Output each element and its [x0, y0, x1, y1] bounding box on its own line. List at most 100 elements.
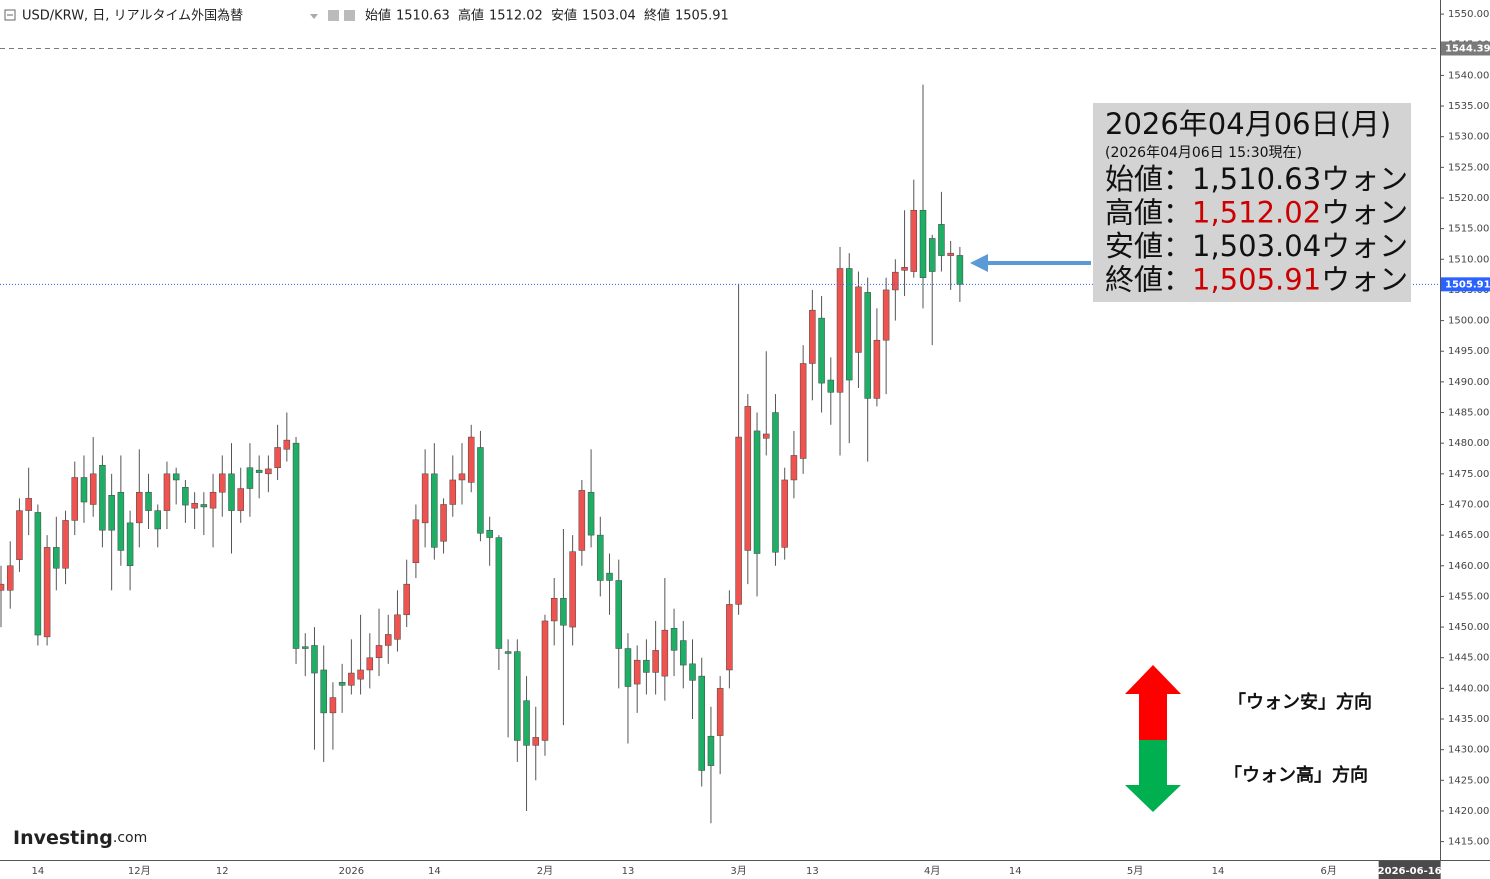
candle-body: [892, 271, 899, 291]
candle-body: [799, 363, 807, 459]
info-unit: ウォン: [1321, 162, 1408, 196]
candle-body: [514, 651, 521, 741]
info-label: 終値：: [1105, 263, 1192, 297]
candle-body: [882, 289, 890, 341]
candle-body: [772, 412, 779, 553]
candle-body: [283, 439, 291, 450]
y-tick-label: 1450.00: [1448, 622, 1489, 633]
candle-body: [845, 268, 853, 381]
x-tick-label: 13: [622, 866, 635, 877]
candle-body: [956, 255, 964, 285]
settings-icon[interactable]: [344, 10, 355, 21]
direction-legend: 「ウォン安」方向 「ウォン高」方向: [1125, 665, 1372, 812]
y-tick-label: 1415.00: [1448, 837, 1489, 848]
info-row: 安値：1,503.04ウォン: [1105, 229, 1408, 263]
info-label: 始値：: [1105, 162, 1192, 196]
candle-body: [836, 268, 844, 393]
price-label: 1505.91: [1445, 279, 1490, 290]
plot-area: [0, 47, 1440, 824]
ohlc-label: 高値: [458, 8, 484, 24]
candle-body: [255, 469, 263, 473]
candle-body: [265, 468, 272, 475]
down-arrow: [1125, 740, 1181, 812]
candle-body: [910, 209, 918, 272]
info-row: 始値：1,510.63ウォン: [1105, 162, 1408, 196]
y-tick-label: 1475.00: [1448, 469, 1489, 480]
info-row: 終値：1,505.91ウォン: [1105, 263, 1408, 297]
y-tick-label: 1425.00: [1448, 775, 1489, 786]
y-tick-label: 1445.00: [1448, 653, 1489, 664]
candle-body: [366, 657, 374, 671]
candle-body: [643, 659, 650, 673]
y-tick-label: 1550.00: [1448, 9, 1489, 20]
info-unit: ウォン: [1321, 196, 1408, 230]
cursor-date-box: [1378, 861, 1441, 879]
collapse-icon[interactable]: [4, 9, 16, 21]
candle-body: [873, 339, 881, 399]
candle-body: [329, 697, 337, 714]
candle-body: [384, 634, 392, 646]
candle-body: [440, 504, 447, 542]
candle-body: [449, 479, 457, 505]
candle-body: [182, 487, 189, 506]
candle-body: [928, 238, 936, 272]
candle-body: [292, 442, 300, 649]
logo-main: Investing: [13, 827, 113, 849]
candle-body: [763, 433, 770, 439]
logo: Investing.com: [13, 827, 147, 849]
candle-body: [375, 645, 383, 658]
candle-body: [809, 309, 816, 364]
ohlc-value: 1505.91: [675, 9, 729, 24]
x-tick-label: 5月: [1127, 865, 1143, 877]
candle-body: [550, 598, 558, 622]
candle-body: [827, 379, 835, 393]
x-tick-label: 14: [1212, 866, 1225, 877]
candle-body: [790, 455, 798, 481]
candle-body: [209, 491, 217, 509]
candle-body: [34, 512, 42, 636]
dropdown-icon[interactable]: [310, 14, 318, 19]
eye-icon[interactable]: [328, 10, 339, 21]
candle-body: [633, 659, 641, 685]
candle-body: [680, 640, 687, 666]
candle-body: [698, 675, 705, 771]
candle-body: [578, 490, 586, 551]
candle-body: [818, 317, 825, 384]
candle-body: [901, 267, 908, 271]
candle-body: [486, 529, 493, 538]
y-tick-label: 1485.00: [1448, 408, 1489, 419]
header: USD/KRW, 日, リアルタイム外国為替 始値 1510.63 高値 151…: [4, 8, 729, 24]
x-tick-label: 13: [806, 866, 819, 877]
candle-body: [421, 473, 429, 524]
y-tick-label: 1525.00: [1448, 162, 1489, 173]
candle-body: [71, 477, 79, 521]
arrow-head: [970, 254, 988, 272]
candle-body: [219, 473, 226, 493]
x-tick-label: 12月: [128, 865, 151, 877]
y-tick-label: 1465.00: [1448, 530, 1489, 541]
y-tick-label: 1500.00: [1448, 316, 1489, 327]
candle-body: [246, 467, 254, 489]
candle-body: [145, 491, 152, 511]
y-tick-label: 1530.00: [1448, 132, 1489, 143]
candle-body: [302, 646, 309, 649]
x-tick-label: 6月: [1320, 865, 1336, 877]
y-tick-label: 1440.00: [1448, 683, 1489, 694]
ohlc-label: 終値: [644, 8, 670, 24]
candle-body: [624, 648, 632, 687]
info-value: 1,503.04: [1192, 229, 1321, 263]
candle-body: [477, 447, 484, 534]
x-tick-label: 12: [216, 866, 229, 877]
candle-body: [781, 479, 788, 548]
candle-body: [597, 534, 604, 581]
x-tick-label: 2月: [537, 865, 553, 877]
candle-body: [587, 491, 595, 536]
candle-body: [237, 488, 244, 511]
candle-body: [43, 547, 51, 638]
candle-body: [716, 688, 724, 736]
info-row: 高値：1,512.02ウォン: [1105, 196, 1408, 230]
candle-body: [606, 572, 613, 581]
x-tick-label: 14: [32, 866, 45, 877]
ohlc-value: 1503.04: [582, 9, 636, 24]
